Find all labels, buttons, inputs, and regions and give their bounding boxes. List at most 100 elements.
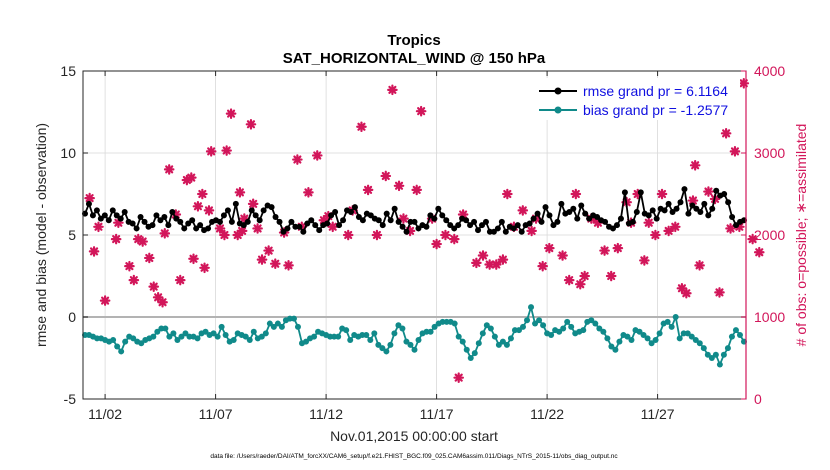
- y-tick-label-right: 3000: [754, 145, 785, 161]
- bias-point: [491, 333, 498, 340]
- bias-point: [600, 328, 607, 335]
- bias-point: [278, 323, 285, 330]
- rmse-point: [526, 220, 533, 227]
- bias-point: [483, 322, 490, 329]
- rmse-point: [296, 223, 303, 230]
- bias-point: [664, 318, 671, 325]
- obs-star-marker: [99, 295, 111, 306]
- obs-star-marker: [544, 242, 555, 254]
- obs-star-marker: [650, 229, 661, 241]
- obs-star-marker: [110, 233, 122, 245]
- rmse-point: [621, 189, 628, 196]
- bias-point: [367, 336, 374, 343]
- bias-point: [411, 346, 418, 353]
- rmse-point: [729, 213, 736, 220]
- rmse-point: [359, 217, 366, 224]
- rmse-point: [177, 218, 184, 225]
- rmse-point: [193, 225, 200, 232]
- obs-star-marker: [747, 233, 758, 245]
- x-tick-label: 11/02: [88, 406, 122, 422]
- obs-star-marker: [656, 188, 668, 200]
- bias-point: [588, 317, 595, 324]
- bias-point: [387, 341, 394, 348]
- obs-star-marker: [234, 187, 246, 198]
- bias-point: [616, 338, 623, 345]
- rmse-point: [268, 204, 275, 211]
- obs-star-marker: [163, 164, 175, 175]
- obs-star-marker: [415, 105, 427, 117]
- bias-point: [640, 332, 647, 339]
- rmse-point: [383, 210, 390, 217]
- obs-star-marker: [720, 128, 732, 139]
- rmse-point: [594, 213, 601, 220]
- rmse-point: [542, 204, 549, 211]
- x-axis: 11/02 11/07 11/12 11/17 11/22 11/27: [88, 71, 675, 422]
- y-tick-label-right: 1000: [754, 309, 785, 325]
- obs-star-marker: [703, 186, 714, 197]
- rmse-point: [645, 212, 652, 219]
- obs-star-marker: [471, 257, 482, 269]
- rmse-point: [324, 220, 331, 227]
- obs-series: [84, 77, 765, 383]
- rmse-point: [693, 205, 700, 212]
- bias-point: [732, 327, 739, 334]
- rmse-point: [141, 218, 148, 225]
- rmse-point: [280, 228, 287, 235]
- y-tick-label-right: 0: [754, 391, 762, 407]
- bias-point: [696, 340, 703, 347]
- obs-star-marker: [159, 228, 171, 239]
- obs-star-marker: [738, 77, 750, 89]
- rmse-point: [101, 212, 108, 219]
- bias-point: [343, 327, 350, 334]
- obs-star-marker: [643, 217, 655, 228]
- y-axis-label-left: rmse and bias (model - observation): [33, 123, 49, 347]
- rmse-point: [534, 210, 541, 217]
- rmse-point: [582, 210, 589, 217]
- obs-star-marker: [137, 236, 148, 247]
- rmse-point: [705, 212, 712, 219]
- rmse-point: [97, 215, 104, 222]
- rmse-point: [629, 218, 636, 225]
- bias-point: [528, 304, 535, 311]
- rmse-point: [554, 218, 561, 225]
- rmse-point: [113, 212, 120, 219]
- rmse-point: [463, 217, 470, 224]
- rmse-point: [256, 217, 263, 224]
- bias-point: [403, 338, 410, 345]
- obs-star-marker: [205, 146, 217, 157]
- rmse-point: [721, 191, 728, 197]
- rmse-point: [455, 222, 462, 229]
- y-tick-label-right: 4000: [754, 63, 785, 79]
- rmse-point: [375, 217, 382, 224]
- obs-star-marker: [225, 108, 237, 119]
- y-tick-label-left: 5: [68, 227, 76, 243]
- obs-star-marker: [342, 229, 354, 241]
- obs-star-marker: [93, 221, 104, 233]
- bias-point: [274, 320, 281, 327]
- x-tick-label: 11/17: [420, 406, 454, 422]
- obs-star-marker: [252, 223, 263, 234]
- bias-point: [222, 332, 229, 339]
- obs-star-marker: [687, 195, 699, 206]
- rmse-point: [574, 215, 581, 222]
- rmse-point: [133, 225, 140, 232]
- rmse-point: [439, 212, 446, 219]
- rmse-point: [332, 209, 339, 216]
- obs-star-marker: [269, 258, 281, 269]
- obs-star-marker: [689, 160, 701, 171]
- bias-point: [532, 320, 539, 327]
- rmse-point: [447, 222, 454, 229]
- bias-point: [178, 333, 185, 340]
- data-file-footnote: data file: /Users/raeder/DAI/ATM_forcXX/…: [210, 453, 618, 460]
- bias-point: [118, 348, 125, 355]
- obs-star-marker: [537, 260, 548, 272]
- obs-star-marker: [371, 229, 383, 241]
- obs-star-marker: [303, 187, 314, 198]
- bias-point: [290, 315, 297, 322]
- bias-point: [262, 330, 269, 337]
- bias-series: [82, 304, 747, 368]
- bias-point: [166, 333, 173, 340]
- bias-point: [724, 345, 731, 352]
- obs-star-marker: [362, 184, 374, 196]
- bias-point: [503, 341, 510, 348]
